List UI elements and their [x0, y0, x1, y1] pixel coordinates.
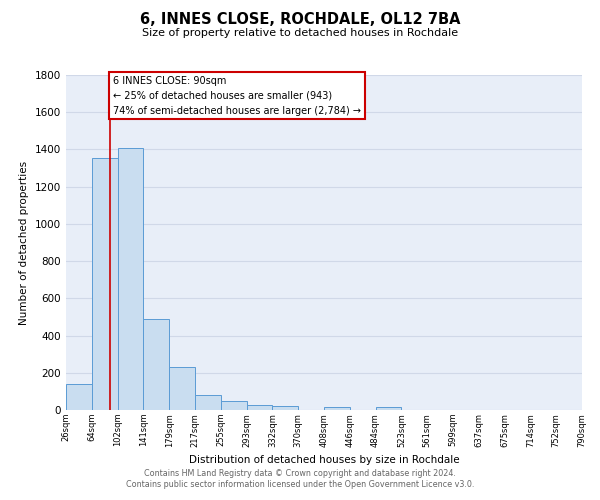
Bar: [92, 158, 118, 410]
Text: Contains public sector information licensed under the Open Government Licence v3: Contains public sector information licen…: [126, 480, 474, 489]
Bar: [376, 407, 401, 410]
Bar: [169, 367, 195, 410]
Text: Size of property relative to detached houses in Rochdale: Size of property relative to detached ho…: [142, 28, 458, 38]
Bar: [143, 319, 169, 410]
Text: 6 INNES CLOSE: 90sqm
← 25% of detached houses are smaller (943)
74% of semi-deta: 6 INNES CLOSE: 90sqm ← 25% of detached h…: [113, 76, 361, 116]
Bar: [66, 384, 92, 410]
Bar: [324, 407, 350, 410]
Bar: [118, 148, 143, 410]
Text: Contains HM Land Registry data © Crown copyright and database right 2024.: Contains HM Land Registry data © Crown c…: [144, 468, 456, 477]
Bar: [272, 406, 298, 410]
Bar: [195, 395, 221, 410]
X-axis label: Distribution of detached houses by size in Rochdale: Distribution of detached houses by size …: [188, 455, 460, 465]
Bar: [221, 400, 247, 410]
Y-axis label: Number of detached properties: Number of detached properties: [19, 160, 29, 324]
Text: 6, INNES CLOSE, ROCHDALE, OL12 7BA: 6, INNES CLOSE, ROCHDALE, OL12 7BA: [140, 12, 460, 28]
Bar: [247, 406, 272, 410]
